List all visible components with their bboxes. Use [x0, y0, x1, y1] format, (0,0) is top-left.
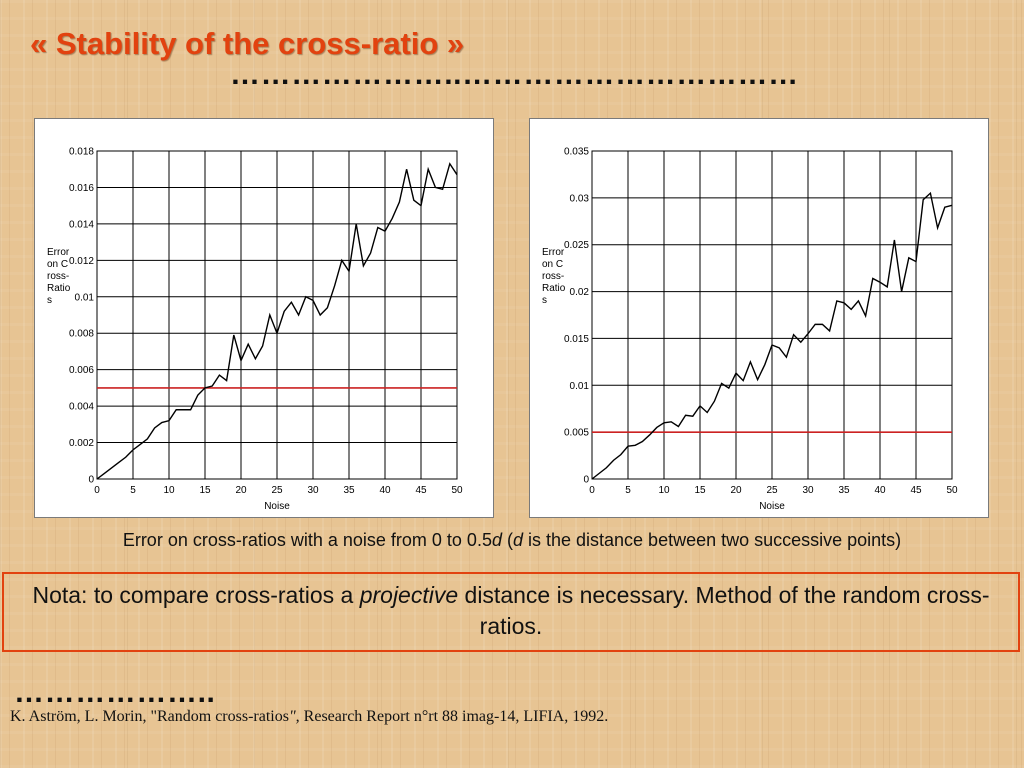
caption-variable-d: d — [491, 530, 502, 550]
y-tick-label-left-8: 0.016 — [69, 183, 94, 194]
y-tick-label-right-0: 0 — [583, 475, 589, 486]
caption-variable-d-2: d — [512, 530, 523, 550]
y-tick-label-right-7: 0.035 — [564, 147, 589, 158]
x-tick-label-left-8: 40 — [379, 485, 391, 496]
x-axis-label-left: Noise — [264, 501, 290, 512]
y-tick-label-left-3: 0.006 — [69, 365, 94, 376]
caption-text-3: is the distance between two successive p… — [522, 530, 902, 550]
x-axis-label-right: Noise — [759, 501, 785, 512]
caption-text-2: ( — [501, 530, 513, 550]
line-chart-left: 0 5 10 15 20 25 30 35 40 45 50 0 0.002 0.004 0.006 0.00… — [69, 147, 463, 513]
x-tick-label-right-5: 25 — [766, 485, 778, 496]
line-chart-right: 0 5 10 15 20 25 30 35 40 45 50 0 0.005 0.01 0.015 0.02 0… — [564, 147, 958, 513]
nota-box: Nota: to compare cross-ratios a projecti… — [2, 572, 1020, 652]
series-line-left-0 — [96, 162, 458, 480]
x-tick-label-right-3: 15 — [694, 485, 706, 496]
y-tick-label-right-1: 0.005 — [564, 428, 589, 439]
y-tick-label-right-4: 0.02 — [570, 287, 590, 298]
y-tick-label-left-9: 0.018 — [69, 147, 94, 158]
series-line-right-0 — [591, 191, 953, 480]
x-tick-label-right-6: 30 — [802, 485, 814, 496]
x-tick-label-left-6: 30 — [307, 485, 319, 496]
x-tick-label-left-2: 10 — [163, 485, 175, 496]
x-tick-label-right-8: 40 — [874, 485, 886, 496]
y-tick-label-left-1: 0.002 — [69, 438, 94, 449]
x-tick-label-left-7: 35 — [343, 485, 355, 496]
y-tick-label-right-3: 0.015 — [564, 334, 589, 345]
x-tick-label-right-10: 50 — [946, 485, 958, 496]
lower-dotted-separator: ……………….. — [14, 676, 216, 709]
x-tick-label-right-7: 35 — [838, 485, 850, 496]
x-tick-label-left-9: 45 — [415, 485, 427, 496]
x-tick-label-left-4: 20 — [235, 485, 247, 496]
y-tick-label-left-6: 0.012 — [69, 256, 94, 267]
x-tick-label-left-0: 0 — [94, 485, 100, 496]
slide-title: « Stability of the cross-ratio » — [30, 26, 465, 61]
x-tick-label-right-1: 5 — [625, 485, 631, 496]
chart-panel-left: 0 5 10 15 20 25 30 35 40 45 50 0 0.002 0.004 0.006 0.00… — [34, 118, 494, 518]
chart-caption: Error on cross-ratios with a noise from … — [0, 530, 1024, 551]
y-axis-label-left: Error on Cross-Ratios — [47, 247, 71, 306]
nota-text-2: distance is necessary. Method of the ran… — [458, 582, 990, 639]
y-axis-label-right: Error on Cross-Ratios — [542, 247, 566, 306]
x-tick-label-left-1: 5 — [130, 485, 136, 496]
x-tick-label-left-3: 15 — [199, 485, 211, 496]
reference-citation: K. Aström, L. Morin, "Random cross-ratio… — [10, 708, 608, 726]
x-tick-label-right-2: 10 — [658, 485, 670, 496]
plot-frame-right — [591, 150, 953, 480]
y-tick-label-right-2: 0.01 — [570, 381, 590, 392]
reference-emphasis: ", — [288, 708, 300, 725]
title-dotted-separator: …………………..…………………………… — [230, 58, 799, 91]
y-tick-label-left-7: 0.014 — [69, 219, 94, 230]
y-tick-label-right-6: 0.03 — [570, 193, 590, 204]
x-tick-label-right-0: 0 — [589, 485, 595, 496]
x-tick-label-left-10: 50 — [451, 485, 463, 496]
nota-emphasis: projective — [359, 582, 459, 608]
x-tick-label-right-4: 20 — [730, 485, 742, 496]
y-tick-label-left-2: 0.004 — [69, 402, 94, 413]
y-tick-label-left-0: 0 — [88, 475, 94, 486]
chart-panel-right: 0 5 10 15 20 25 30 35 40 45 50 0 0.005 0.01 0.015 0.02 0… — [529, 118, 989, 518]
reference-text-1: K. Aström, L. Morin, "Random cross-ratio… — [10, 708, 289, 725]
caption-text-1: Error on cross-ratios with a noise from … — [122, 530, 492, 550]
y-tick-label-left-5: 0.01 — [75, 292, 95, 303]
nota-text-1: Nota: to compare cross-ratios a — [32, 582, 360, 608]
x-tick-label-right-9: 45 — [910, 485, 922, 496]
y-tick-label-left-4: 0.008 — [69, 329, 94, 340]
plot-frame-left — [96, 150, 458, 480]
reference-text-2: Research Report n°rt 88 imag-14, LIFIA, … — [299, 708, 609, 725]
x-tick-label-left-5: 25 — [271, 485, 283, 496]
y-tick-label-right-5: 0.025 — [564, 240, 589, 251]
